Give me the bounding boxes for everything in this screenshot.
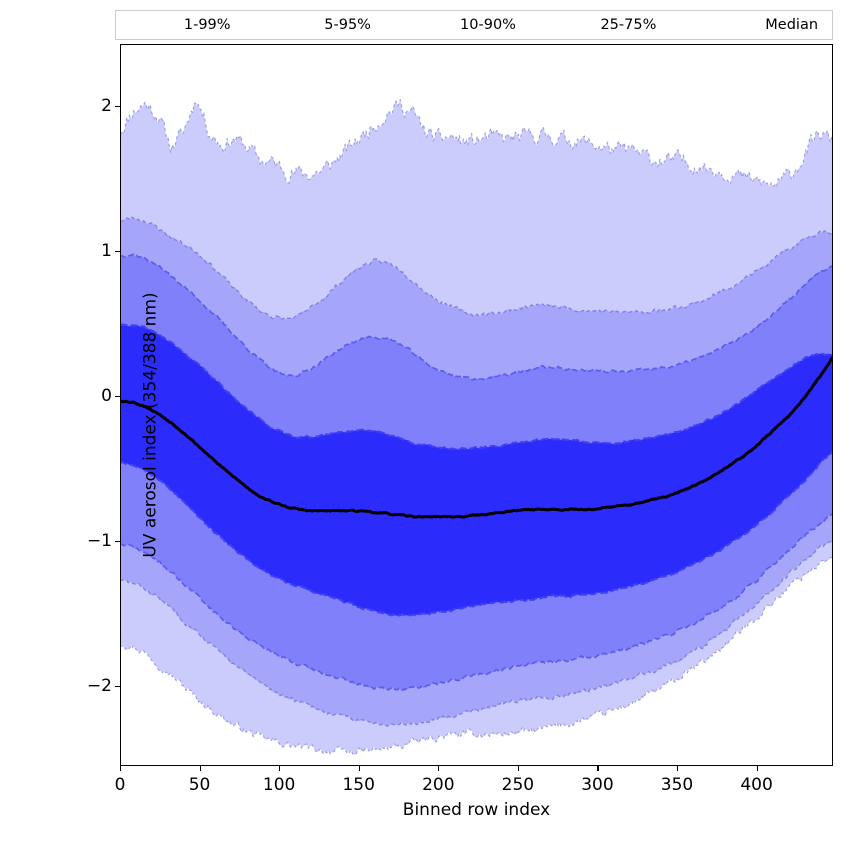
y-tick-mark: [115, 686, 120, 688]
edge-p10: [120, 513, 833, 691]
x-tick-label: 300: [581, 775, 614, 795]
x-tick-label: 200: [422, 775, 455, 795]
x-tick-label: 400: [740, 775, 773, 795]
legend-swatch-5: [723, 24, 757, 26]
x-tick-label: 100: [262, 775, 296, 795]
edge-p95: [120, 216, 833, 320]
legend-swatch-1: [142, 24, 176, 26]
y-tick-label: 1: [101, 241, 112, 262]
legend-swatch-2: [282, 24, 316, 26]
x-tick-label: 350: [660, 775, 694, 795]
y-tick-mark: [115, 541, 120, 543]
y-tick-label: 2: [101, 96, 112, 117]
legend-item-25-75: 25-75%: [537, 11, 677, 39]
edge-p1: [120, 555, 833, 756]
y-tick-mark: [115, 251, 120, 253]
edge-p90: [120, 253, 833, 381]
legend-item-10-90: 10-90%: [397, 11, 537, 39]
band-25-75: [120, 324, 833, 616]
x-tick-mark: [597, 766, 599, 771]
x-tick-label: 150: [342, 775, 375, 795]
x-axis-ticks: 0 50 100 150 200 250 300 350 400: [0, 775, 850, 801]
legend-label: 10-90%: [460, 16, 516, 33]
legend-item-median: Median: [678, 11, 832, 39]
legend-label: 1-99%: [183, 16, 231, 33]
y-tick-mark: [115, 106, 120, 108]
x-tick-label: 50: [188, 775, 211, 795]
legend-item-1-99: 1-99%: [116, 11, 256, 39]
legend-label: Median: [765, 16, 819, 33]
x-tick-mark: [756, 766, 758, 771]
x-tick-label: 0: [114, 775, 126, 795]
x-tick-mark: [438, 766, 440, 771]
edge-p75: [120, 323, 833, 451]
edge-p5: [120, 541, 833, 727]
median-line: [120, 356, 833, 519]
legend-label: 5-95%: [324, 16, 371, 33]
y-axis-ticks: 2 1 0 −1 −2: [60, 0, 112, 850]
plot-area: [120, 44, 833, 766]
x-tick-mark: [677, 766, 679, 771]
y-tick-mark: [115, 396, 120, 398]
legend-item-5-95: 5-95%: [256, 11, 396, 39]
edge-p25: [120, 450, 833, 617]
legend-label: 25-75%: [600, 16, 657, 33]
y-axis-label: UV aerosol index (354/388 nm): [140, 292, 161, 558]
chart-legend: 1-99% 5-95% 10-90% 25-75% Median: [115, 10, 833, 40]
x-tick-mark: [279, 766, 281, 771]
x-tick-mark: [517, 766, 519, 771]
x-tick-mark: [358, 766, 360, 771]
edge-p99: [120, 99, 833, 187]
percentile-band-plot: [120, 99, 833, 756]
y-tick-label: 0: [101, 386, 112, 407]
x-tick-mark: [120, 766, 122, 771]
y-tick-label: −1: [86, 531, 112, 552]
legend-swatch-3: [418, 24, 452, 26]
x-tick-mark: [199, 766, 201, 771]
x-axis-label: Binned row index: [402, 800, 551, 820]
legend-swatch-4: [558, 24, 592, 26]
y-tick-label: −2: [86, 676, 112, 697]
x-tick-label: 250: [501, 775, 535, 795]
